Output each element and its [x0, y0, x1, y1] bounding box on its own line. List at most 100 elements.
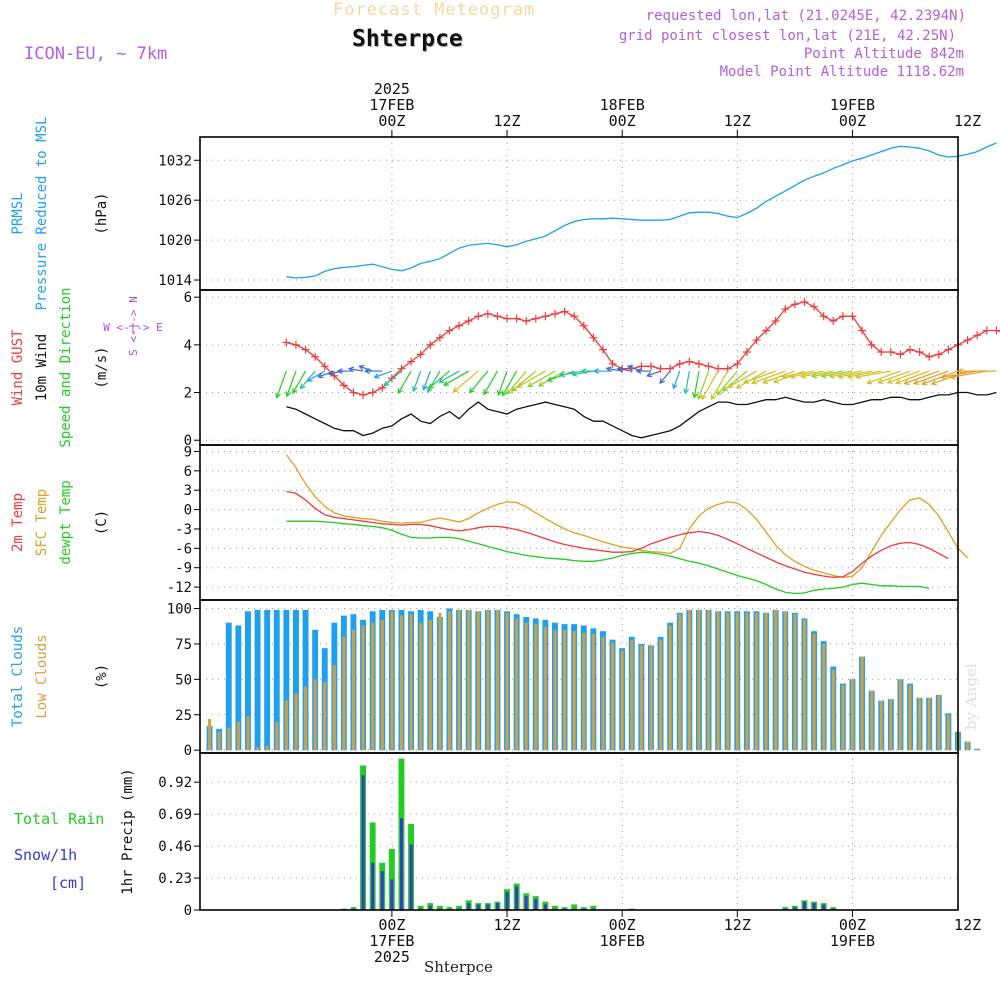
bar-total [245, 611, 251, 751]
y-tick-label: 0.69 [158, 807, 192, 823]
gust-marker [503, 314, 512, 323]
bar-low [438, 612, 442, 751]
y-tick-label: -9 [175, 561, 192, 577]
bar-low [476, 611, 480, 751]
panel-label: PRMSL [10, 192, 26, 234]
bar-low [927, 697, 931, 751]
wind-arrow [374, 370, 393, 378]
wind-arrow [762, 370, 796, 384]
gust-marker [359, 390, 368, 399]
gust-marker [483, 309, 492, 318]
bar-total [302, 609, 309, 751]
bar-snow [812, 903, 816, 910]
bar-low [486, 609, 490, 751]
wind-arrow [821, 370, 853, 378]
bar-total [264, 609, 271, 751]
wind-arrow-head [716, 389, 723, 396]
x-label-top: 12Z [493, 112, 520, 130]
y-tick-label: 6 [184, 290, 192, 306]
bar-low [428, 619, 432, 751]
panel-label: [cm] [50, 874, 86, 892]
gust-marker [291, 340, 300, 349]
wind-arrow-head [347, 366, 355, 373]
y-tick-label: 0 [184, 903, 192, 919]
gust-marker [579, 321, 588, 330]
wind-arrow [428, 370, 450, 389]
wind-arrow [497, 370, 508, 396]
gust-marker [339, 381, 348, 390]
wind-arrow-head [854, 373, 862, 380]
bar-low [524, 622, 528, 751]
gust-marker [858, 326, 867, 335]
model-label: ICON-EU, ~ 7km [24, 44, 168, 64]
axis-unit-label: (%) [94, 664, 110, 689]
bar-snow [803, 901, 806, 910]
bar-low [687, 609, 691, 751]
wind-arrow [617, 368, 632, 372]
gust-marker [944, 345, 953, 354]
series-sfc [285, 454, 969, 579]
bar-total [225, 622, 232, 751]
panel-pressure: 1014 1020 1026 1032 (hPa) PRMSL Pressure Reduc… [10, 117, 997, 310]
bar-low [803, 619, 806, 751]
footer-station: Shterpce [424, 958, 493, 976]
bar-snow [476, 904, 480, 910]
panel-frame [199, 289, 959, 446]
wind-arrow-head [468, 387, 475, 394]
y-tick-label: 3 [184, 483, 192, 499]
series-wind10m [286, 391, 997, 439]
wind-arrow-head [635, 368, 642, 375]
x-label-top: 18FEB [600, 96, 645, 114]
panel-precip: 0 0.23 0.46 0.69 0.92 1hr Precip (mm) Total Ra… [14, 752, 959, 919]
station-title: Shterpce [352, 26, 463, 52]
bar-snow [409, 844, 413, 910]
x-label-bottom: 19FEB [830, 932, 875, 950]
bar-low [563, 629, 567, 751]
wind-arrow-head [299, 383, 306, 390]
gust-marker [560, 307, 569, 316]
x-label-bottom: 2025 [374, 948, 410, 966]
wind-arrow-head [921, 379, 928, 386]
wind-arrow [693, 370, 700, 398]
wind-arrow-head [886, 378, 893, 384]
wind-arrow [913, 370, 949, 385]
panel-label: 2m Temp [10, 493, 26, 552]
panel-label: Snow/1h [14, 846, 77, 864]
wind-arrow-head [364, 368, 370, 375]
panel-label: Wind GUST [10, 329, 26, 405]
wind-arrow-head [789, 373, 796, 380]
wind-arrow-head [912, 379, 920, 385]
bar-low [755, 612, 758, 751]
bar-low [543, 626, 547, 751]
wind-arrow-head [751, 378, 758, 385]
wind-arrow-head [939, 373, 947, 380]
x-label-bottom: 00Z [378, 916, 405, 934]
bar-low [371, 622, 375, 751]
wind-arrow [453, 370, 479, 393]
gust-marker [531, 314, 540, 323]
bar-low [409, 614, 413, 751]
wind-arrow-head [692, 392, 698, 399]
wind-arrow-head [626, 364, 634, 371]
gust-marker [800, 297, 809, 306]
y-tick-label: 0.92 [158, 775, 192, 791]
wind-arrow [659, 370, 671, 384]
bar-low [812, 634, 816, 751]
bar-low [630, 639, 634, 751]
gust-marker [838, 312, 847, 321]
wind-arrow-head [285, 391, 291, 398]
gust-marker [819, 312, 828, 321]
gust-marker [675, 359, 684, 368]
bar-rain [436, 905, 443, 910]
bar-low [879, 700, 883, 751]
gust-marker [426, 340, 435, 349]
gust-marker [733, 359, 742, 368]
wind-arrow-head [412, 385, 418, 393]
y-tick-label: 0.23 [158, 871, 192, 887]
wind-arrow-head [930, 379, 937, 386]
bar-low [342, 636, 346, 751]
x-label-top: 19FEB [830, 96, 875, 114]
wind-arrow-head [616, 366, 623, 373]
wind-arrow-head [903, 379, 910, 385]
wind-arrow [349, 368, 364, 372]
